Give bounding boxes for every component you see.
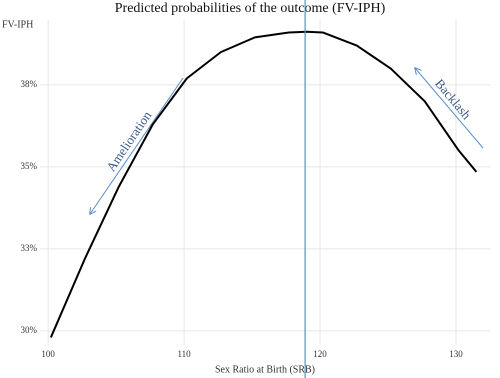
- y-tick-label: 35%: [21, 161, 38, 171]
- x-tick-label: 130: [449, 349, 463, 359]
- y-tick-label: 33%: [21, 243, 38, 253]
- chart-title: Predicted probabilities of the outcome (…: [115, 1, 386, 16]
- x-tick-label: 110: [178, 349, 192, 359]
- grid: [40, 20, 490, 345]
- y-tick-label: 30%: [21, 325, 38, 335]
- annotation: Backlash: [432, 76, 474, 123]
- arrow: [90, 77, 184, 214]
- y-tick-label: 38%: [21, 79, 38, 89]
- x-tick-label: 100: [41, 349, 55, 359]
- annotation: Amelioration: [103, 108, 154, 174]
- arrow: [415, 68, 484, 149]
- x-tick-label: 120: [313, 349, 327, 359]
- x-axis-label: Sex Ratio at Birth (SRB): [215, 364, 315, 375]
- line: [49, 30, 478, 338]
- y-axis-label: FV-IPH: [2, 19, 33, 30]
